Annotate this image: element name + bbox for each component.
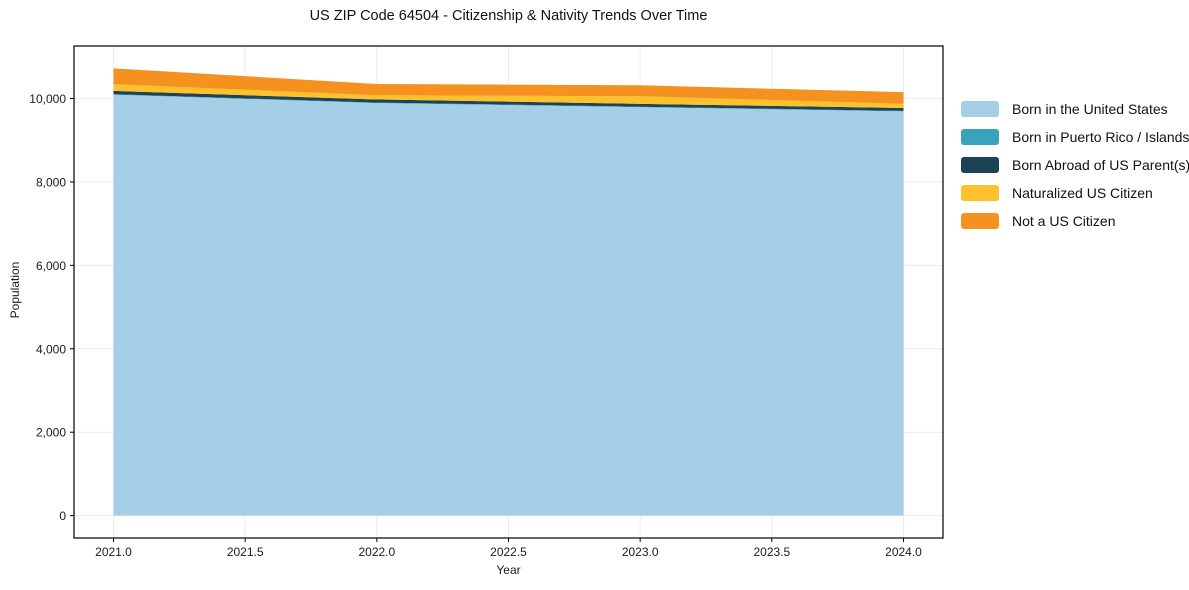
x-tick-label: 2024.0 bbox=[885, 545, 922, 559]
y-axis-label: Population bbox=[8, 261, 22, 319]
x-tick-label: 2021.0 bbox=[95, 545, 132, 559]
legend-swatch-born-abroad bbox=[961, 156, 999, 173]
y-tick-label: 2,000 bbox=[36, 426, 66, 440]
legend-item-puerto-rico-islands: Born in Puerto Rico / Islands bbox=[961, 128, 1189, 145]
x-tick-label: 2023.5 bbox=[753, 545, 790, 559]
y-tick-label: 8,000 bbox=[36, 175, 66, 189]
y-tick-label: 10,000 bbox=[29, 92, 66, 106]
x-tick-label: 2023.0 bbox=[622, 545, 659, 559]
area-born-in-us bbox=[113, 94, 904, 516]
legend-item-born-abroad: Born Abroad of US Parent(s) bbox=[961, 156, 1189, 173]
area-not-citizen bbox=[113, 68, 904, 104]
legend-label: Naturalized US Citizen bbox=[1012, 184, 1153, 201]
legend-swatch-born-in-us bbox=[961, 100, 999, 117]
legend-label: Born in the United States bbox=[1012, 100, 1168, 117]
x-axis-label: Year bbox=[496, 563, 521, 577]
x-tick-label: 2022.0 bbox=[358, 545, 395, 559]
legend-label: Not a US Citizen bbox=[1012, 212, 1116, 229]
y-tick-label: 0 bbox=[59, 509, 66, 523]
area-puerto-rico-islands bbox=[113, 94, 904, 112]
legend-label: Born in Puerto Rico / Islands bbox=[1012, 128, 1189, 145]
legend-item-born-in-us: Born in the United States bbox=[961, 100, 1189, 117]
legend-swatch-puerto-rico-islands bbox=[961, 128, 999, 145]
y-tick-label: 4,000 bbox=[36, 342, 66, 356]
y-tick-label: 6,000 bbox=[36, 259, 66, 273]
chart-title: US ZIP Code 64504 - Citizenship & Nativi… bbox=[309, 8, 708, 24]
x-tick-label: 2021.5 bbox=[227, 545, 264, 559]
legend-label: Born Abroad of US Parent(s) bbox=[1012, 156, 1189, 173]
legend-swatch-naturalized bbox=[961, 184, 999, 201]
area-born-abroad bbox=[113, 90, 904, 111]
x-tick-label: 2022.5 bbox=[490, 545, 527, 559]
legend: Born in the United States Born in Puerto … bbox=[961, 100, 1189, 229]
legend-item-naturalized: Naturalized US Citizen bbox=[961, 184, 1189, 201]
legend-item-not-citizen: Not a US Citizen bbox=[961, 212, 1189, 229]
area-naturalized bbox=[113, 84, 904, 108]
legend-swatch-not-citizen bbox=[961, 212, 999, 229]
